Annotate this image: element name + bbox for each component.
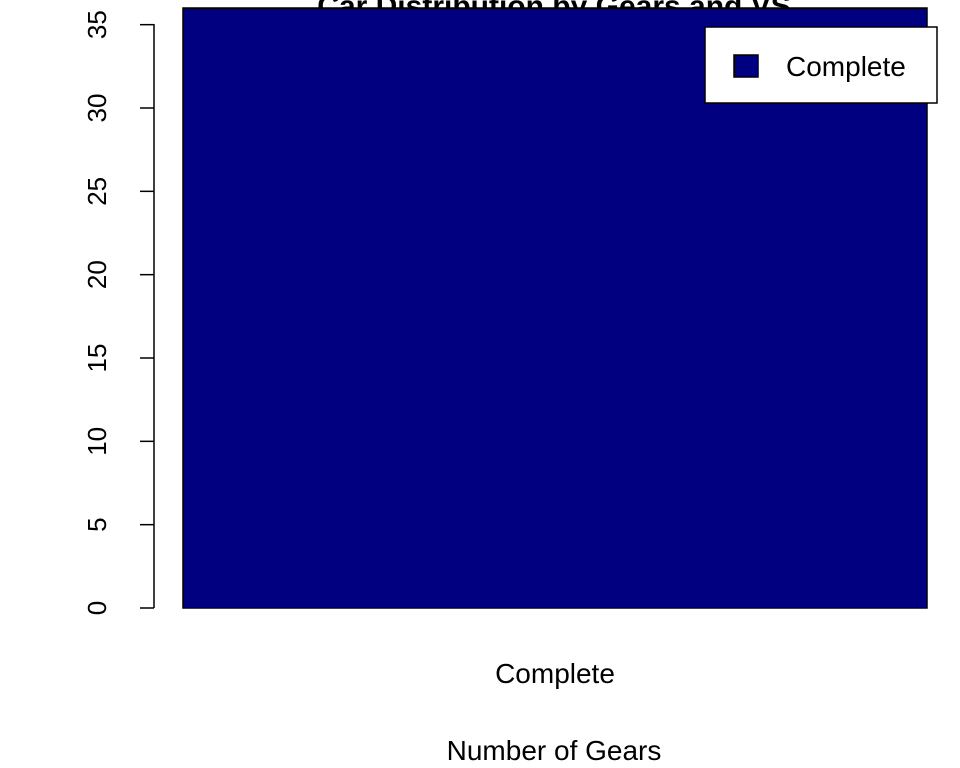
y-tick-label: 30 [82, 94, 112, 123]
y-tick-label: 35 [82, 10, 112, 39]
bars [182, 7, 928, 609]
category-labels: Complete [495, 658, 615, 689]
y-tick-label: 10 [82, 427, 112, 456]
category-label: Complete [495, 658, 615, 689]
y-tick-label: 5 [82, 517, 112, 531]
bar [182, 7, 928, 609]
y-tick-label: 20 [82, 260, 112, 289]
y-tick-label: 25 [82, 177, 112, 206]
y-tick-label: 0 [82, 601, 112, 615]
y-tick-label: 15 [82, 344, 112, 373]
legend-entries: Complete [733, 51, 906, 82]
legend: Complete [704, 26, 938, 104]
y-axis: 0 5 10 15 20 25 30 35 [82, 10, 155, 615]
legend-label: Complete [786, 51, 906, 82]
x-axis-label: Number of Gears [447, 735, 662, 766]
legend-swatch [733, 54, 759, 78]
